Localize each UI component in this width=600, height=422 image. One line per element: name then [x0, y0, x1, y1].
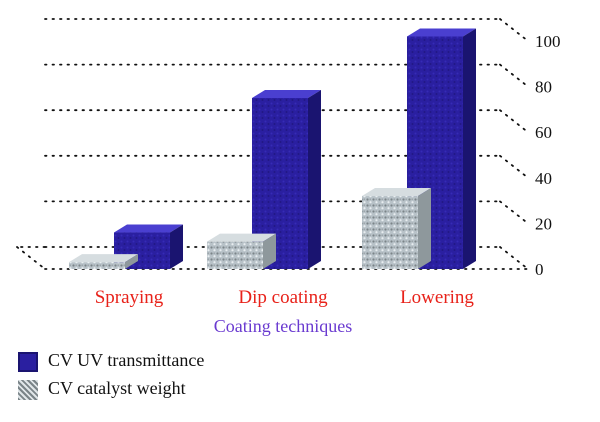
- category-label: Dip coating: [238, 287, 328, 308]
- gridline-side: [499, 200, 529, 225]
- bar-catalyst-weight-top: [69, 254, 138, 263]
- gridline-side: [499, 246, 529, 270]
- bar-uv-transmittance: [114, 224, 183, 269]
- category-label: Lowering: [400, 287, 474, 308]
- bar-catalyst-weight-side: [125, 254, 138, 269]
- bar-catalyst-weight-front: [207, 241, 263, 269]
- gridline-side: [499, 109, 529, 134]
- y-tick-label: 100: [535, 32, 561, 51]
- category-label: Spraying: [95, 287, 164, 308]
- bars: [69, 28, 476, 269]
- bar-uv-transmittance-side: [308, 90, 321, 269]
- bar-catalyst-weight: [207, 233, 276, 269]
- bar-uv-transmittance-top: [407, 28, 476, 37]
- bar-uv-transmittance-side: [463, 28, 476, 269]
- bar-uv-transmittance-top: [114, 224, 183, 233]
- legend-label-catalyst-weight: CV catalyst weight: [48, 378, 186, 398]
- y-tick-label: 0: [535, 260, 544, 279]
- bar-catalyst-weight-front: [362, 196, 418, 269]
- gridline-side: [499, 154, 529, 179]
- bar-chart: 0 20 40 60 80 100 Spraying Dip coating Lowering…: [16, 18, 561, 336]
- legend-swatch-catalyst-weight: [18, 380, 38, 400]
- legend-swatch-uv-transmittance: [18, 352, 38, 372]
- bar-uv-transmittance: [407, 28, 476, 269]
- bar-catalyst-weight: [69, 254, 138, 269]
- bar-catalyst-weight-side: [418, 188, 431, 269]
- y-tick-label: 40: [535, 169, 552, 188]
- bar-catalyst-weight-side: [263, 233, 276, 269]
- floor-edge-left-diag: [16, 246, 46, 270]
- legend-label-uv-transmittance: CV UV transmittance: [48, 350, 205, 370]
- category-labels: Spraying Dip coating Lowering: [95, 287, 475, 308]
- bar-catalyst-weight: [362, 188, 431, 269]
- y-tick-label: 20: [535, 214, 552, 233]
- gridline-side: [499, 18, 529, 42]
- bar-catalyst-weight-top: [362, 188, 431, 197]
- bar-catalyst-weight-front: [69, 262, 125, 269]
- y-tick-label: 80: [535, 78, 552, 97]
- y-tick-label: 60: [535, 123, 552, 142]
- gridline-side: [499, 63, 529, 88]
- x-axis-title: Coating techniques: [214, 316, 352, 336]
- bar-uv-transmittance-top: [252, 90, 321, 98]
- bar-uv-transmittance-side: [170, 224, 183, 269]
- y-axis-ticks: 0 20 40 60 80 100: [535, 32, 561, 279]
- bar-catalyst-weight-top: [207, 233, 276, 242]
